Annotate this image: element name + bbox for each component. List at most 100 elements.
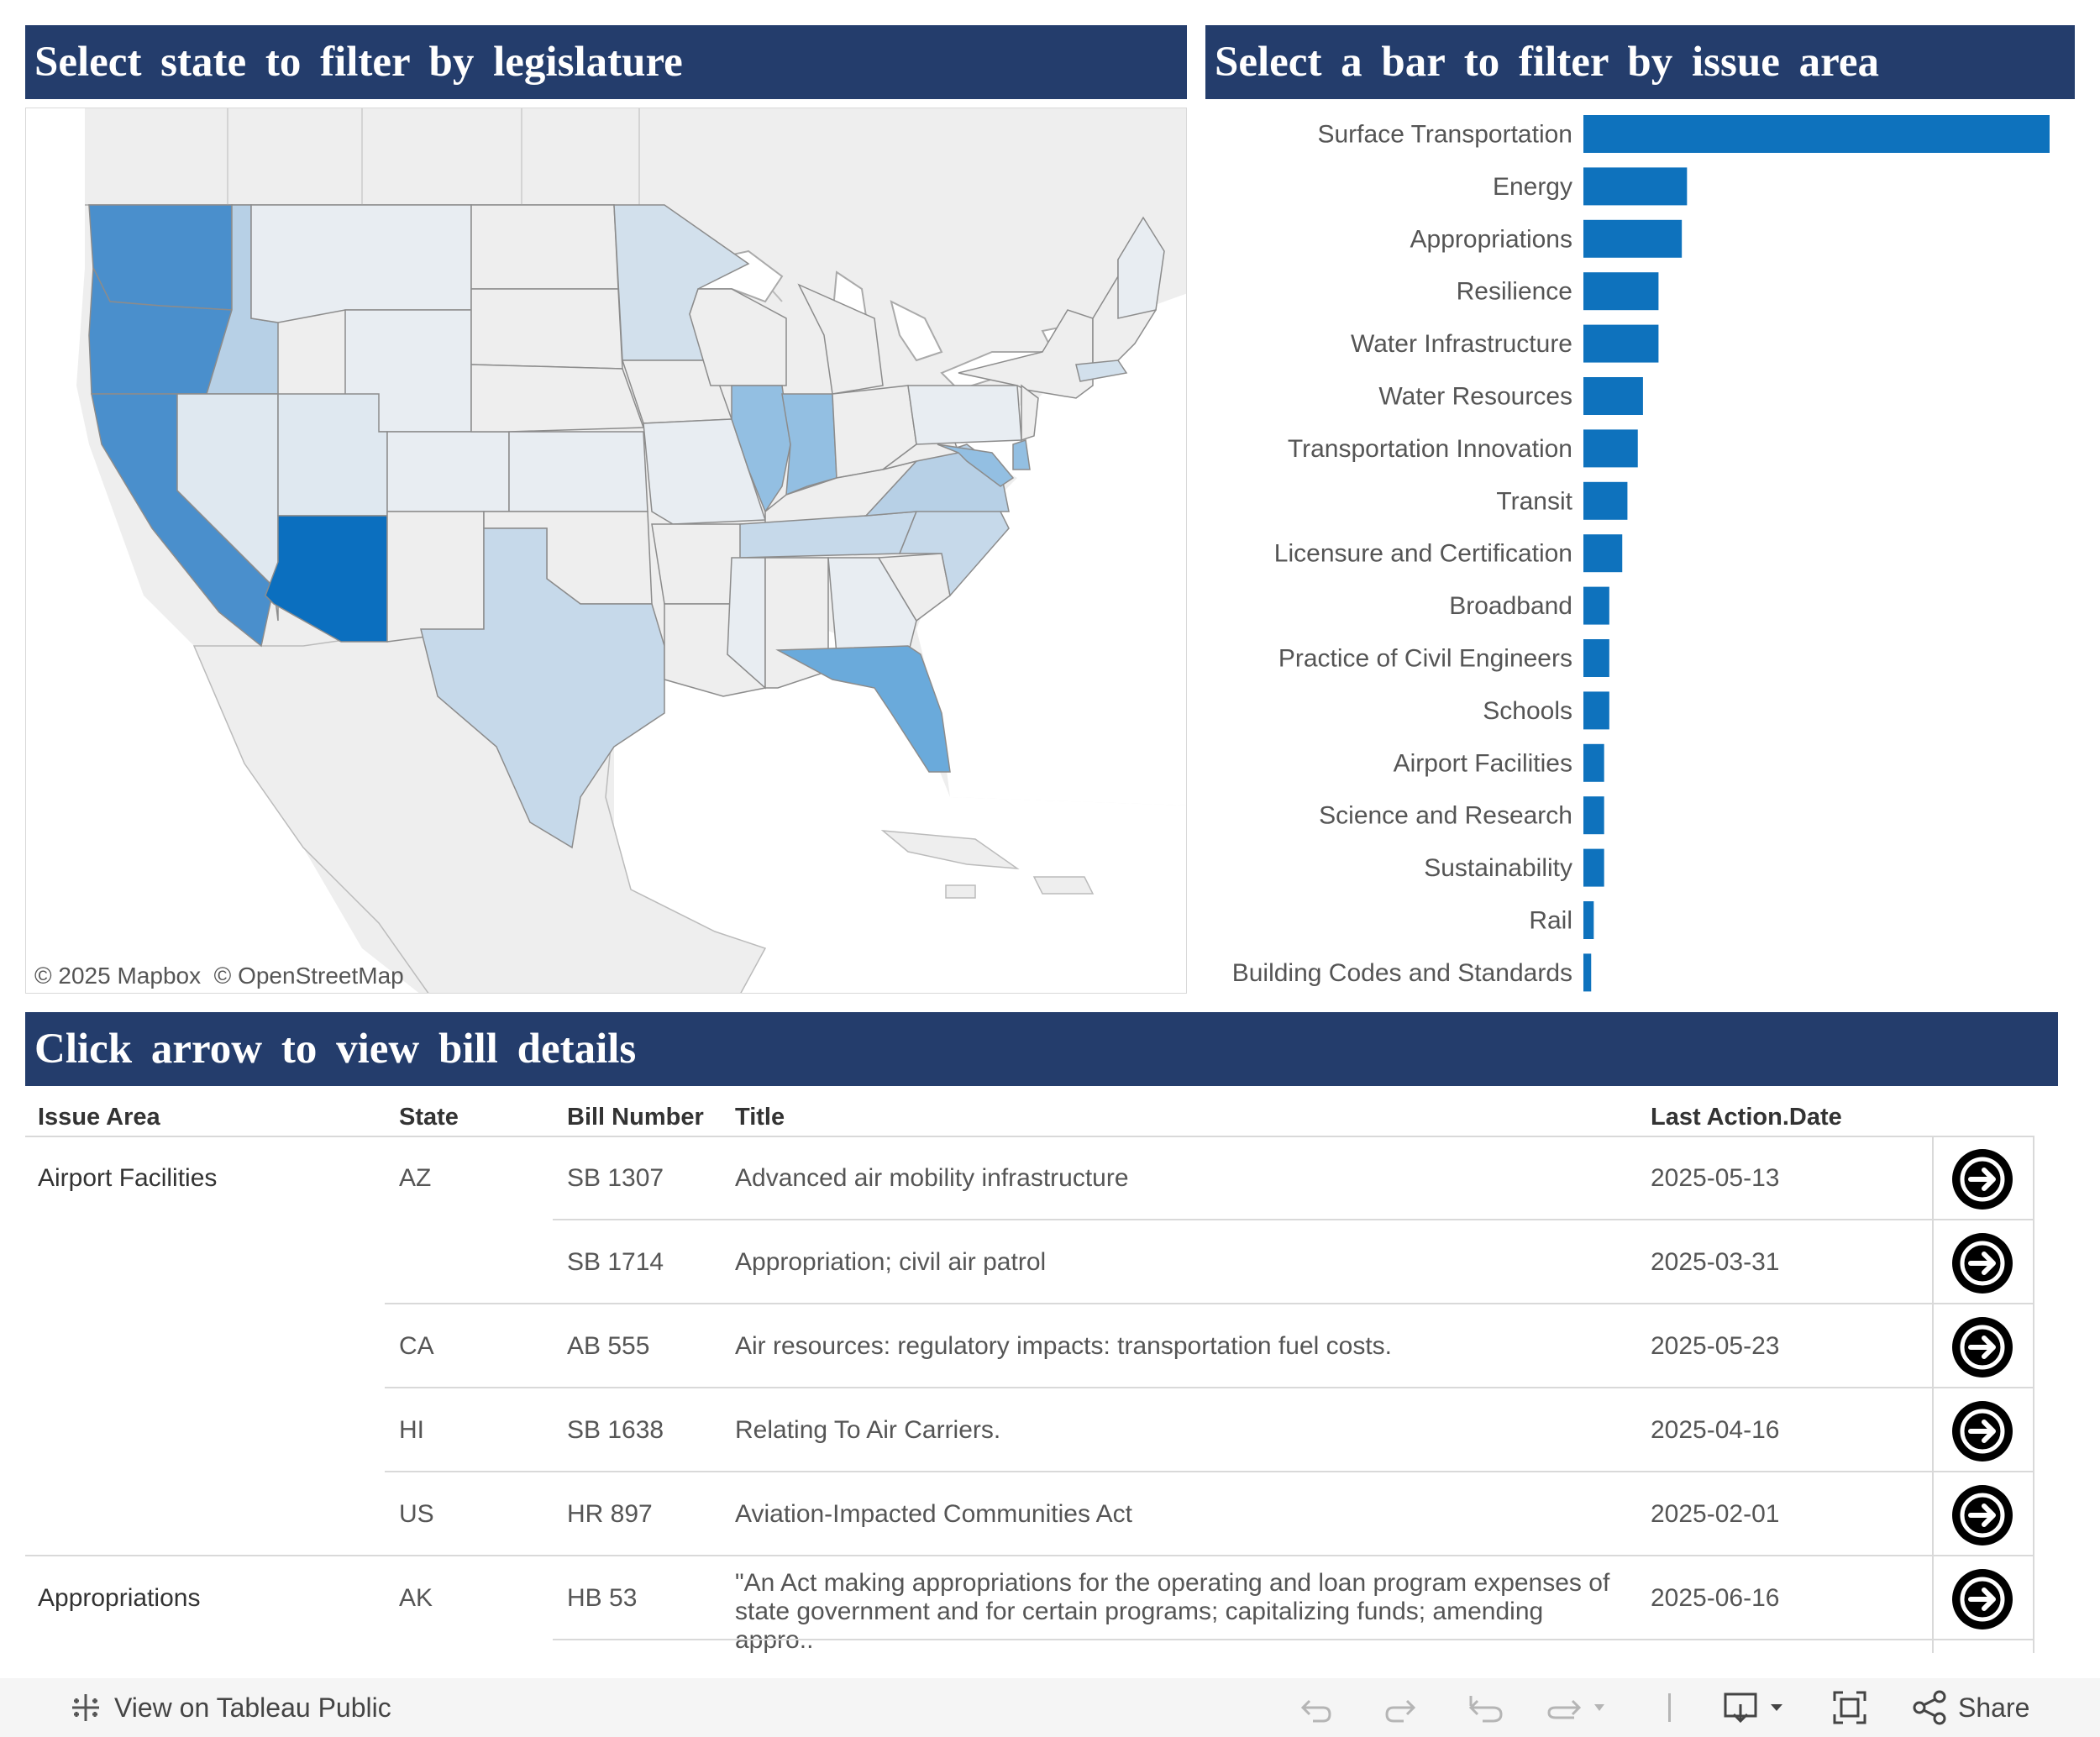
bar-science-and-research[interactable] [1583,796,1604,835]
view-on-tableau-public-link[interactable]: View on Tableau Public [69,1678,391,1737]
arrow-right-icon [1960,1157,2005,1202]
bar-building-codes-and-standards[interactable] [1583,953,1592,992]
bar-label[interactable]: Building Codes and Standards [1232,959,1572,987]
bar-label[interactable]: Licensure and Certification [1274,540,1572,568]
table-cell-state: AZ [399,1164,432,1192]
col-header-last-action-date[interactable]: Last Action.Date [1651,1104,1842,1131]
state-mt[interactable] [250,204,472,323]
state-nd[interactable] [470,204,619,290]
bar-sustainability[interactable] [1583,848,1604,887]
state-fl[interactable] [775,645,951,773]
view-bill-arrow-button[interactable] [1952,1149,2013,1210]
state-pa[interactable] [907,385,1022,445]
bar-label[interactable]: Schools [1483,697,1572,725]
bar-label[interactable]: Transit [1496,487,1572,515]
bar-water-resources[interactable] [1583,377,1643,415]
col-header-state[interactable]: State [399,1104,459,1131]
map-canvas[interactable] [26,108,1187,994]
col-header-title[interactable]: Title [735,1104,785,1131]
bar-label[interactable]: Energy [1493,173,1572,201]
view-bill-arrow-button[interactable] [1952,1233,2013,1294]
col-header-bill-number[interactable]: Bill Number [567,1104,704,1131]
state-co[interactable] [386,431,510,512]
redo-button[interactable] [1382,1678,1419,1737]
state-wi[interactable] [689,288,787,386]
us-state-map[interactable]: © 2025 Mapbox © OpenStreetMap [25,108,1187,994]
state-nm[interactable] [386,511,485,643]
state-ut[interactable] [277,393,388,517]
state-tx[interactable] [420,527,665,849]
row-divider [385,1303,2034,1304]
arrow-right-icon [1960,1577,2005,1622]
view-bill-arrow-button[interactable] [1952,1401,2013,1461]
col-header-issue-area[interactable]: Issue Area [38,1104,160,1131]
tableau-toolbar: View on Tableau Public Share [0,1678,2100,1737]
table-cell-date: 2025-03-31 [1651,1248,1780,1276]
state-mi[interactable] [797,283,884,395]
mapbox-attribution-link[interactable]: © 2025 Mapbox [34,963,202,989]
download-icon [1724,1692,1782,1724]
state-md[interactable] [937,443,1015,487]
issue-area-bar-chart[interactable]: Surface Transportation Energy Appropriatio… [1205,108,2075,994]
bar-label[interactable]: Sustainability [1424,854,1572,882]
arrow-right-icon [1960,1493,2005,1538]
bar-surface-transportation[interactable] [1583,115,2050,153]
state-me[interactable] [1117,216,1165,319]
osm-attribution-link[interactable]: © OpenStreetMap [213,963,404,989]
bar-label[interactable]: Appropriations [1410,225,1572,253]
bar-practice-of-civil-engineers[interactable] [1583,639,1609,677]
state-wa[interactable] [88,204,233,311]
bar-label[interactable]: Science and Research [1319,802,1572,830]
share-icon [1913,1690,1946,1725]
state-ny[interactable] [958,309,1094,399]
bar-water-infrastructure[interactable] [1583,324,1659,363]
state-de[interactable] [1012,439,1031,470]
share-button[interactable]: Share [1911,1678,2029,1737]
bar-appropriations[interactable] [1583,219,1683,258]
canada-province-lines [227,108,640,205]
undo-button[interactable] [1298,1678,1335,1737]
bar-label[interactable]: Surface Transportation [1317,121,1572,149]
bar-label[interactable]: Broadband [1449,592,1572,620]
bar-resilience[interactable] [1583,272,1659,311]
state-nj[interactable] [1021,384,1039,442]
view-bill-arrow-button[interactable] [1952,1485,2013,1545]
bar-airport-facilities[interactable] [1583,743,1604,782]
bar-schools[interactable] [1583,691,1609,730]
bar-label[interactable]: Airport Facilities [1394,749,1572,777]
bar-label[interactable]: Water Infrastructure [1351,330,1572,358]
table-cell-state: AK [399,1584,433,1612]
view-bill-arrow-button[interactable] [1952,1569,2013,1629]
bar-transportation-innovation[interactable] [1583,429,1638,468]
state-ks[interactable] [508,431,648,512]
bar-transit[interactable] [1583,481,1628,520]
view-bill-arrow-button[interactable] [1952,1317,2013,1378]
revert-button[interactable] [1466,1678,1506,1737]
table-cell-title: Appropriation; civil air patrol [735,1248,1047,1276]
bar-licensure-and-certification[interactable] [1583,534,1623,573]
bar-label[interactable]: Water Resources [1378,383,1572,411]
bar-rail[interactable] [1583,901,1594,939]
gulf-of-mexico [614,612,1186,993]
bar-broadband[interactable] [1583,586,1609,625]
state-ma[interactable] [1075,359,1128,382]
row-divider [385,1471,2034,1472]
state-sd[interactable] [470,288,623,370]
toolbar-separator [1668,1678,1672,1737]
table-right-border [2033,1136,2034,1653]
bar-label[interactable]: Transportation Innovation [1288,435,1572,463]
state-ga[interactable] [827,557,917,655]
arrow-right-icon [1960,1241,2005,1286]
bar-energy[interactable] [1583,167,1688,206]
state-in[interactable] [781,393,837,496]
download-button[interactable] [1722,1678,1789,1737]
refresh-button[interactable] [1544,1678,1611,1737]
bar-label[interactable]: Rail [1529,907,1572,935]
bar-label[interactable]: Resilience [1457,278,1572,306]
bar-label[interactable]: Practice of Civil Engineers [1278,645,1572,673]
us-states[interactable] [88,204,1165,849]
table-cell-date: 2025-05-13 [1651,1164,1780,1192]
fullscreen-button[interactable] [1831,1678,1868,1737]
state-ne[interactable] [470,364,645,433]
row-divider [553,1639,2034,1640]
